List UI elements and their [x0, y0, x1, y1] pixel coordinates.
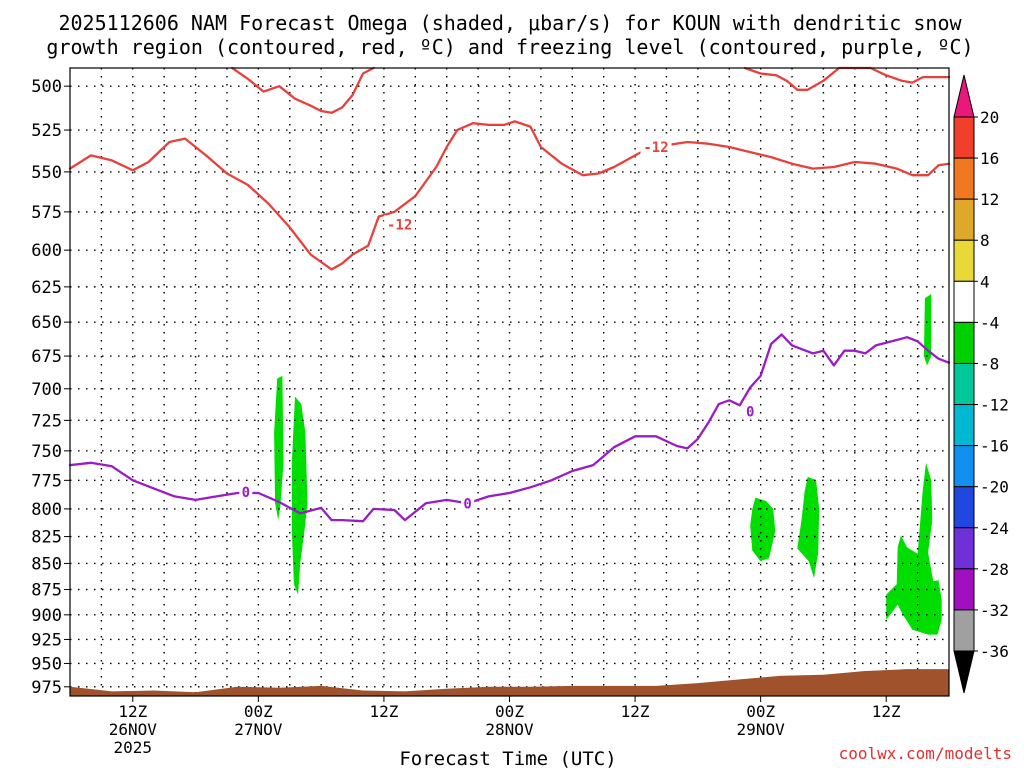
y-tick-label: 550 — [31, 163, 62, 183]
colorbar-swatch — [953, 445, 975, 488]
contour-lines: -12 -12 0 0 0 — [68, 66, 951, 523]
y-tick-label: 500 — [31, 77, 62, 97]
omega-region-2 — [750, 497, 776, 562]
colorbar-label: -16 — [980, 437, 1009, 456]
colorbar-top-arrow — [953, 74, 975, 118]
x-tick-label: 26NOV — [109, 720, 158, 739]
plot-background — [70, 68, 949, 696]
colorbar-swatch — [953, 198, 975, 241]
colorbar-label: -8 — [980, 354, 999, 373]
colorbar-swatch — [953, 486, 975, 529]
y-tick-label: 775 — [31, 471, 62, 491]
contour-label-bg — [384, 215, 416, 232]
colorbar-label: 16 — [980, 149, 999, 168]
y-tick-label: 650 — [31, 313, 62, 333]
y-tick-label: 800 — [31, 500, 62, 520]
colorbar-bottom-arrow — [953, 650, 975, 694]
colorbar-swatch — [953, 321, 975, 364]
colorbar-swatch — [953, 280, 975, 323]
credit-text: coolwx.com/modelts — [839, 744, 1012, 763]
contour-label-bg — [461, 494, 475, 511]
contour-label-bg — [743, 402, 757, 419]
colorbar-label: -28 — [980, 560, 1009, 579]
y-tick-label: 700 — [31, 380, 62, 400]
colorbar-swatch — [953, 239, 975, 282]
y-tick-label: 975 — [31, 678, 62, 698]
colorbar-label: -20 — [980, 478, 1009, 497]
x-tick-label: 2025 — [114, 738, 153, 757]
colorbar-label: -12 — [980, 396, 1009, 415]
omega-colorbar: 20 16 12 8 4 -4 -8 -12 -16 -20 -24 -28 -32 -36 — [953, 74, 1009, 694]
x-tick-label: 12Z — [621, 702, 650, 721]
chart-title-line-1: 2025112606 NAM Forecast Omega (shaded, μ… — [58, 11, 962, 35]
x-axis-label: Forecast Time (UTC) — [399, 748, 616, 768]
x-tick-label: 12Z — [872, 702, 901, 721]
colorbar-swatch — [953, 116, 975, 159]
colorbar-label: 20 — [980, 108, 999, 127]
x-tick-label: 12Z — [118, 702, 147, 721]
contour-label-bg — [640, 138, 672, 155]
dgz-contour-line-0 — [68, 120, 951, 271]
omega-shading — [274, 294, 942, 635]
contour-label: 0 — [242, 485, 250, 501]
x-tick-label: 29NOV — [737, 720, 786, 739]
y-tick-label: 850 — [31, 554, 62, 574]
colorbar-label: -4 — [980, 313, 999, 332]
y-tick-label: 575 — [31, 203, 62, 223]
dgz-contour-line-1 — [231, 66, 375, 114]
colorbar-label: -32 — [980, 601, 1009, 620]
x-tick-label: 00Z — [495, 702, 524, 721]
omega-region-0 — [274, 375, 284, 521]
omega-region-4 — [886, 462, 942, 635]
x-tick-label: 00Z — [746, 702, 775, 721]
contour-label: 0 — [463, 496, 471, 512]
y-tick-label: 525 — [31, 121, 62, 141]
terrain-area — [70, 669, 949, 696]
y-tick-label: 900 — [31, 606, 62, 626]
freezing-level-line — [68, 333, 951, 523]
y-tick-label: 875 — [31, 580, 62, 600]
colorbar-label: 8 — [980, 231, 990, 250]
omega-region-5 — [923, 294, 932, 366]
y-tick-label: 925 — [31, 630, 62, 650]
plot-area — [70, 68, 949, 696]
chart-title: 2025112606 NAM Forecast Omega (shaded, μ… — [46, 11, 973, 59]
colorbar-swatch — [953, 527, 975, 570]
contour-label: 0 — [746, 405, 754, 421]
y-tick-label: 600 — [31, 241, 62, 261]
x-tick-label: 27NOV — [234, 720, 283, 739]
y-tick-label: 950 — [31, 654, 62, 674]
terrain-fill — [70, 669, 949, 696]
y-tick-label: 750 — [31, 442, 62, 462]
colorbar-label: -36 — [980, 642, 1009, 661]
y-tick-label: 725 — [31, 411, 62, 431]
y-tick-label: 625 — [31, 278, 62, 298]
omega-region-1 — [291, 396, 308, 595]
x-tick-label: 12Z — [369, 702, 398, 721]
pressure-axis: 500 525 550 575 600 625 650 675 700 725 750 775 800 8… — [31, 77, 70, 698]
colorbar-swatch — [953, 362, 975, 406]
contour-label-bg — [239, 482, 253, 499]
colorbar-swatch — [953, 404, 975, 447]
chart-title-line-2: growth region (contoured, red, ºC) and f… — [46, 35, 973, 59]
contour-label: -12 — [387, 217, 412, 233]
y-tick-label: 675 — [31, 347, 62, 367]
colorbar-swatch — [953, 157, 975, 200]
x-tick-label: 00Z — [244, 702, 273, 721]
x-tick-label: 28NOV — [485, 720, 534, 739]
y-tick-label: 825 — [31, 528, 62, 548]
contour-label: -12 — [643, 140, 668, 156]
colorbar-label: -24 — [980, 519, 1009, 538]
colorbar-swatch — [953, 568, 975, 611]
colorbar-swatch — [953, 609, 975, 652]
colorbar-label: 4 — [980, 272, 990, 291]
colorbar-label: 12 — [980, 190, 999, 209]
omega-region-3 — [797, 476, 820, 579]
